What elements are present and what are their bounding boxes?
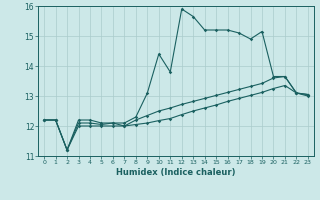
X-axis label: Humidex (Indice chaleur): Humidex (Indice chaleur) (116, 168, 236, 177)
